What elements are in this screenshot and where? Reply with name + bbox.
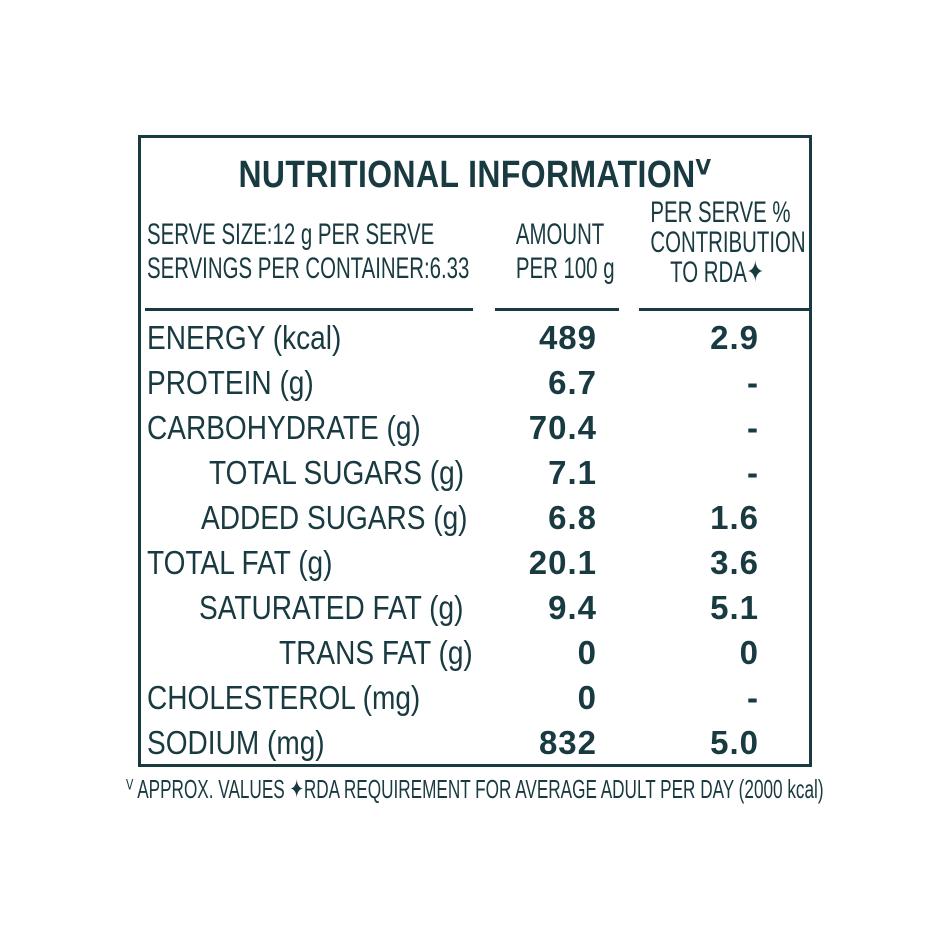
rda-value: 2.9	[710, 319, 759, 356]
nutrient-name: TOTAL FAT (g)	[147, 544, 333, 581]
table-row: TRANS FAT (g) 0 0	[141, 631, 809, 675]
footnote: ⱽ APPROX. VALUES ✦RDA REQUIREMENT FOR AV…	[126, 774, 824, 804]
table-row: TOTAL FAT (g) 20.1 3.6	[141, 541, 809, 585]
nutrient-name: SODIUM (mg)	[147, 724, 325, 761]
amount-value: 70.4	[528, 409, 597, 446]
nutrient-name: TRANS FAT (g)	[279, 634, 473, 671]
table-row: PROTEIN (g) 6.7 -	[141, 361, 809, 405]
amount-header: AMOUNT PER 100 g	[515, 218, 615, 286]
nutrient-name: TOTAL SUGARS (g)	[209, 454, 465, 491]
rda-value: -	[747, 364, 759, 401]
nutrient-name: CARBOHYDRATE (g)	[147, 409, 421, 446]
amount-value: 6.7	[548, 364, 597, 401]
amount-value: 20.1	[528, 544, 597, 581]
panel-title: NUTRITIONAL INFORMATIONⱽ	[238, 154, 712, 196]
amount-value: 0	[577, 634, 597, 671]
amount-value: 6.8	[548, 499, 597, 536]
header-divider-mid	[495, 308, 619, 311]
rda-header-line3: TO RDA✦	[670, 256, 764, 289]
serve-size-text: SERVE SIZE:12 g PER SERVE	[147, 218, 435, 251]
rda-header: PER SERVE % CONTRIBUTION TO RDA✦	[650, 196, 806, 289]
servings-per-container-text: SERVINGS PER CONTAINER:6.33	[147, 252, 470, 285]
nutrient-name: PROTEIN (g)	[147, 364, 314, 401]
rda-value: 3.6	[710, 544, 759, 581]
table-row: ENERGY (kcal) 489 2.9	[141, 316, 809, 360]
nutrition-panel: NUTRITIONAL INFORMATIONⱽ SERVE SIZE:12 g…	[138, 135, 812, 767]
amount-value: 7.1	[548, 454, 597, 491]
header-divider-right	[639, 308, 811, 311]
amount-value: 9.4	[548, 589, 597, 626]
rda-value: -	[747, 409, 759, 446]
amount-value: 489	[538, 319, 597, 356]
header-divider-left	[145, 308, 473, 311]
rda-value: 5.0	[710, 724, 759, 761]
table-row: CARBOHYDRATE (g) 70.4 -	[141, 406, 809, 450]
rda-value: -	[747, 454, 759, 491]
table-row: TOTAL SUGARS (g) 7.1 -	[141, 451, 809, 495]
table-row: SATURATED FAT (g) 9.4 5.1	[141, 586, 809, 630]
amount-header-line1: AMOUNT	[515, 218, 605, 251]
rda-header-line1: PER SERVE %	[650, 196, 791, 229]
amount-value: 832	[538, 724, 597, 761]
nutrient-name: ADDED SUGARS (g)	[201, 499, 468, 536]
nutrient-name: SATURATED FAT (g)	[199, 589, 464, 626]
nutrient-name: ENERGY (kcal)	[147, 319, 342, 356]
table-row: SODIUM (mg) 832 5.0	[141, 721, 809, 765]
nutrient-name: CHOLESTEROL (mg)	[147, 679, 421, 716]
rda-value: 5.1	[710, 589, 759, 626]
table-row: CHOLESTEROL (mg) 0 -	[141, 676, 809, 720]
amount-header-line2: PER 100 g	[515, 252, 615, 285]
rda-value: -	[747, 679, 759, 716]
rda-header-line2: CONTRIBUTION	[650, 226, 806, 259]
rda-value: 1.6	[710, 499, 759, 536]
serve-size-header: SERVE SIZE:12 g PER SERVE SERVINGS PER C…	[147, 218, 469, 286]
rda-value: 0	[739, 634, 759, 671]
table-row: ADDED SUGARS (g) 6.8 1.6	[141, 496, 809, 540]
amount-value: 0	[577, 679, 597, 716]
